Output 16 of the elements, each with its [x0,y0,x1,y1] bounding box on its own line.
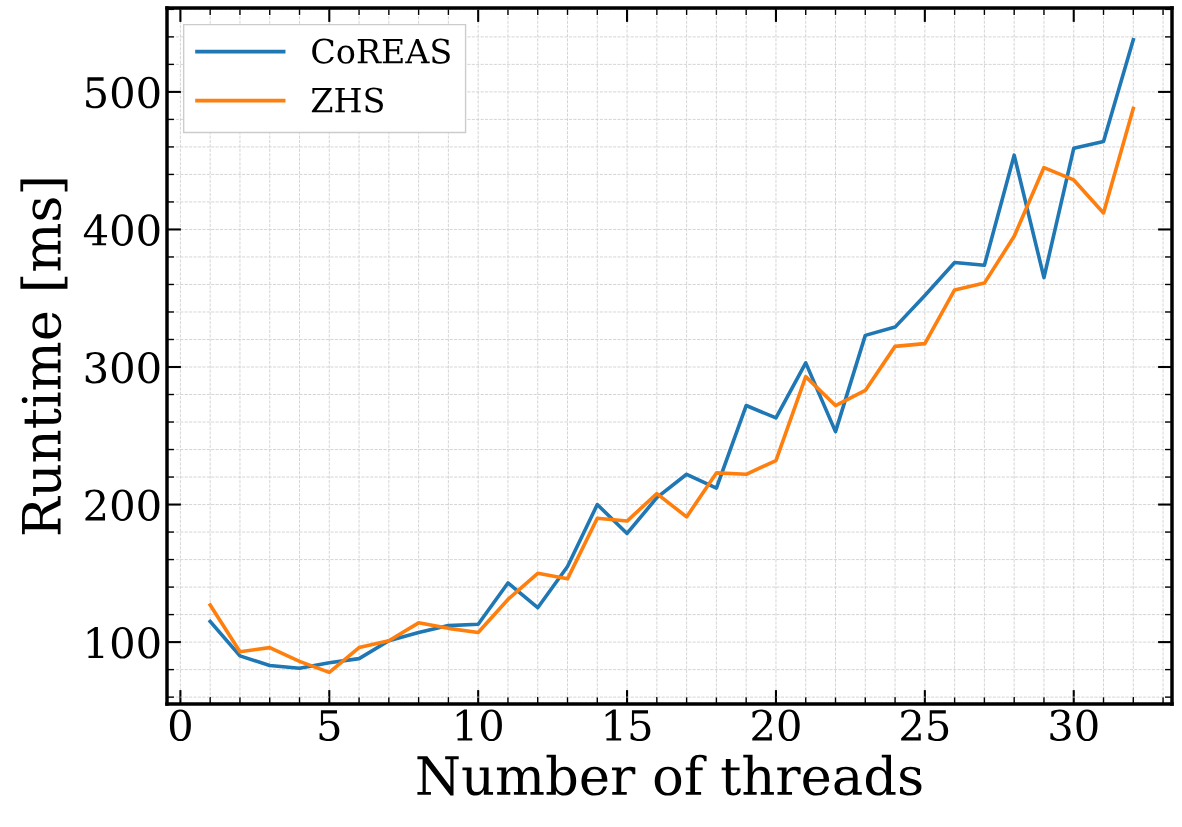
y-tick-label: 500 [86,76,160,109]
x-tick-label: 10 [456,709,502,742]
legend-label: ZHS [311,87,383,113]
x-tick-label: 15 [605,709,651,742]
x-tick-label: 20 [752,709,800,742]
y-tick-label: 300 [85,351,160,384]
x-axis-title: Number of threads [417,754,922,796]
x-tick-label: 0 [169,709,191,742]
y-tick-label: 100 [87,627,160,659]
x-tick-label: 25 [901,709,949,742]
legend-label: CoREAS [312,38,450,64]
x-tick-label: 30 [1050,709,1098,742]
y-axis-title: Runtime [ms] [20,179,68,535]
y-tick-label: 400 [83,214,160,246]
y-tick-label: 200 [85,489,160,521]
x-tick-label: 5 [319,710,340,742]
